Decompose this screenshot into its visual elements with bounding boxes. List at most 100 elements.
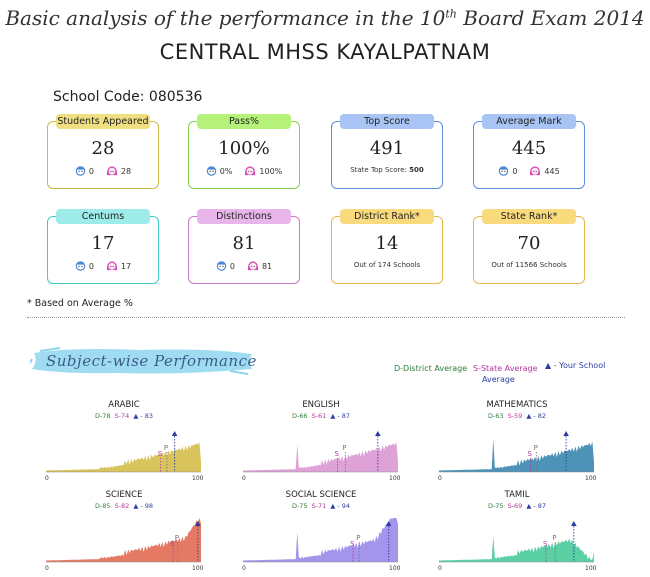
- state-average: S-61: [311, 412, 327, 420]
- distinctions-gender-split: 0 81: [189, 260, 299, 273]
- distribution-area: [439, 439, 594, 472]
- subject-stats: D-66 S-61 ▲ - 87: [241, 412, 401, 420]
- top-score-label: Top Score: [340, 114, 434, 129]
- pass-percent-card: Pass% 100% 0% 100%: [188, 114, 300, 189]
- girl-icon: [106, 165, 118, 178]
- centums-gender-split: 0 17: [48, 260, 158, 273]
- centums-girls-value: 17: [120, 262, 132, 271]
- top-score-subtext: State Top Score: 500: [350, 166, 424, 174]
- pass-percent-gender-split: 0% 100%: [189, 165, 299, 178]
- subject-name: TAMIL: [504, 490, 530, 500]
- section-title: Subject-wise Performance: [46, 352, 257, 370]
- students-appeared-value: 28: [91, 138, 115, 159]
- state-rank-label: State Rank*: [482, 209, 576, 224]
- students-appeared-gender-split: 0 28: [48, 165, 158, 178]
- distinctions-label: Distinctions: [197, 209, 291, 224]
- subject-stats: D-75 S-71 ▲ - 94: [241, 502, 401, 510]
- students-appeared-boys-value: 0: [88, 167, 94, 176]
- legend-school: ▲ - Your School: [545, 361, 605, 370]
- legend-state-label: S-State Average: [473, 364, 538, 373]
- legend-state: S-State Average: [473, 364, 538, 373]
- distribution-area: [46, 518, 201, 562]
- district-rank-card: District Rank* 14 Out of 174 Schools: [331, 209, 443, 284]
- pass-percent-label: Pass%: [197, 114, 291, 129]
- boy-icon: [206, 165, 217, 178]
- distribution-area: [243, 441, 398, 472]
- axis-min-label: 0: [242, 565, 246, 572]
- district-rank-subtext: Out of 174 Schools: [353, 261, 421, 269]
- section-title-brush: [30, 347, 252, 375]
- subject-name: ARABIC: [108, 400, 140, 410]
- district-average: D-75: [487, 502, 504, 510]
- pass-marker: P: [342, 444, 346, 452]
- boy-icon: [75, 260, 86, 273]
- distribution-chart: SP 0 100: [242, 518, 401, 572]
- axis-max-label: 100: [389, 565, 401, 572]
- pass-marker: P: [552, 534, 556, 542]
- axis-min-label: 0: [438, 565, 442, 572]
- subject-stats: D-63 S-59 ▲ - 82: [437, 412, 597, 420]
- school-triangle-icon: ▲: [545, 361, 552, 370]
- boy-icon: [498, 165, 509, 178]
- school-triangle-icon: [571, 521, 577, 526]
- girl-icon: [106, 260, 118, 273]
- subject-stats: D-75 S-69 ▲ - 87: [437, 502, 597, 510]
- distribution-chart: SP 0 100: [45, 518, 204, 572]
- state-rank-card: State Rank* 70 Out of 11566 Schools: [473, 209, 585, 284]
- legend-school-line2: Average: [482, 375, 515, 384]
- girl-icon: [247, 260, 259, 273]
- axis-min-label: 0: [438, 475, 442, 482]
- axis-min-label: 0: [45, 475, 49, 482]
- district-average: D-66: [291, 412, 308, 420]
- centums-label: Centums: [56, 209, 150, 224]
- state-average-marker: S: [527, 450, 532, 458]
- school-triangle-icon: [171, 431, 178, 436]
- state-average: S-82: [114, 502, 130, 510]
- district-average: D-75: [291, 502, 308, 510]
- school-triangle-icon: [385, 521, 392, 526]
- centums-value: 17: [91, 233, 115, 254]
- distribution-area: [439, 536, 594, 562]
- subject-chart: SCIENCE D-85 S-82 ▲ - 98 S P 0 100: [44, 490, 204, 576]
- students-appeared-girls-value: 28: [120, 167, 132, 176]
- pass-percent-girls-value: 100%: [259, 167, 283, 176]
- school-triangle-icon: [563, 431, 569, 436]
- district-average: D-85: [94, 502, 111, 510]
- distribution-chart: SP 0 100: [438, 431, 597, 482]
- girl-icon: [244, 165, 256, 178]
- state-average-marker: S: [350, 540, 355, 548]
- subject-stats: D-78 S-74 ▲ - 83: [44, 412, 204, 420]
- report-title: Basic analysis of the performance in the…: [5, 6, 645, 30]
- axis-max-label: 100: [389, 475, 401, 482]
- state-rank-value: 70: [517, 233, 541, 254]
- axis-max-label: 100: [585, 565, 597, 572]
- subject-name: SCIENCE: [105, 490, 143, 500]
- pass-percent-value: 100%: [218, 138, 270, 159]
- boy-icon: [216, 260, 227, 273]
- school-average: ▲ - 94: [330, 502, 351, 510]
- state-average-marker: S: [170, 540, 175, 548]
- distribution-chart: SP 0 100: [242, 431, 401, 482]
- distribution-chart: SP 0 100: [45, 431, 204, 482]
- state-average: S-69: [507, 502, 523, 510]
- subject-chart: TAMIL D-75 S-69 ▲ - 87 S P 0 100: [437, 490, 597, 576]
- footnote: * Based on Average %: [27, 298, 133, 309]
- section-divider: [27, 317, 625, 318]
- distinctions-value: 81: [232, 233, 256, 254]
- students-appeared-card: Students Appeared 28 0 28: [47, 114, 159, 189]
- subject-chart: ARABIC D-78 S-74 ▲ - 83 S P 0 100: [44, 400, 204, 486]
- average-mark-label: Average Mark: [482, 114, 576, 129]
- top-score-value: 491: [369, 138, 405, 159]
- subject-stats: D-85 S-82 ▲ - 98: [44, 502, 204, 510]
- district-rank-value: 14: [375, 233, 399, 254]
- axis-min-label: 0: [45, 565, 49, 572]
- district-average: D-63: [487, 412, 504, 420]
- girl-icon: [529, 165, 541, 178]
- axis-max-label: 100: [585, 475, 597, 482]
- school-code: School Code: 080536: [53, 89, 203, 105]
- legend-school-label: - Your School: [553, 361, 606, 370]
- state-average-marker: S: [158, 450, 163, 458]
- school-average: ▲ - 98: [133, 502, 154, 510]
- state-average-marker: S: [335, 450, 340, 458]
- subject-name: SOCIAL SCIENCE: [285, 490, 357, 500]
